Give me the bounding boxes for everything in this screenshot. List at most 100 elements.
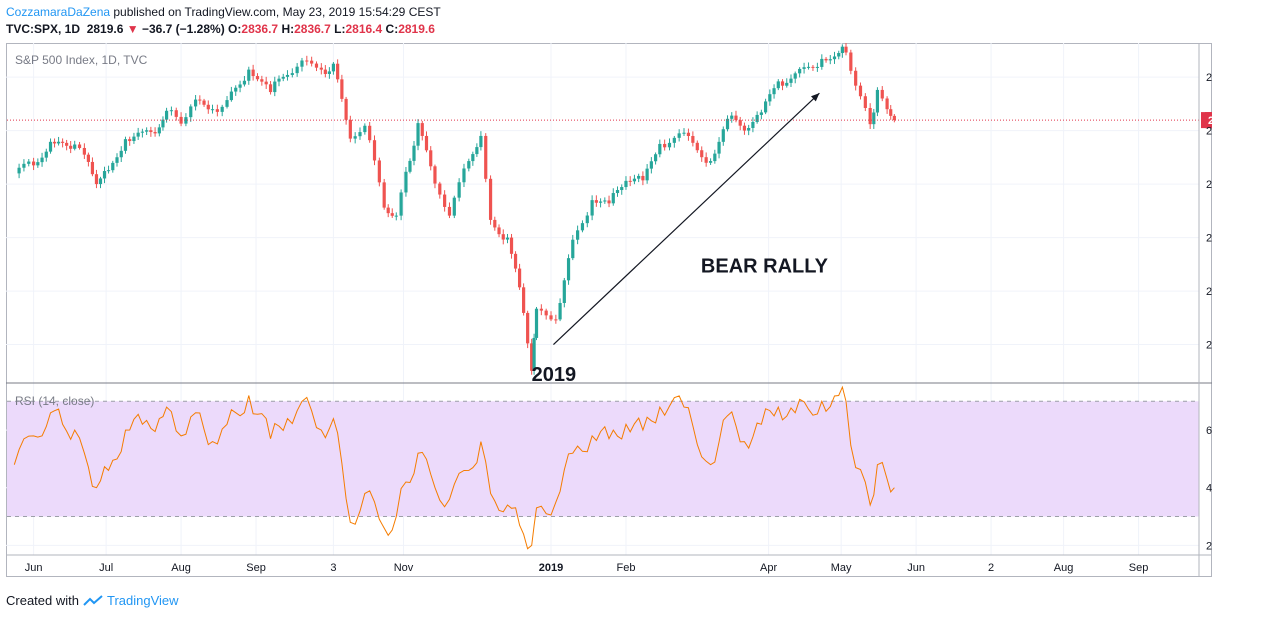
candle-body [164,110,169,120]
candle-body [31,161,36,166]
candle-body [641,175,645,181]
candle-body [889,109,893,116]
candle-body [277,78,281,82]
candle-body [467,161,471,169]
candle-body [832,56,837,60]
candle-body [408,160,412,172]
candle-body [382,182,386,208]
open-value: 2836.7 [241,22,279,36]
candle-body [628,180,632,182]
candle-body [691,136,695,143]
candle-body [471,154,475,162]
x-tick-label: Apr [760,562,777,574]
candle-body [509,237,514,254]
candle-body [447,206,452,216]
candle-body [412,145,416,161]
candle-body [429,150,433,167]
candle-body [36,162,40,166]
candle-body [780,81,785,86]
candle-body [576,230,580,240]
candle-body [849,52,853,71]
candle-body [424,135,429,151]
tradingview-link[interactable]: TradingView [106,593,179,608]
candle-body [210,109,215,111]
candle-body [785,82,789,86]
candle-body [488,178,493,220]
candle-body [789,78,793,83]
year-2019-label: 2019 [532,364,577,386]
candle-body [433,166,437,184]
candle-body [793,73,797,79]
close-label: C: [385,22,399,36]
y-tick-label: 2800.0 [1206,126,1212,138]
candle-body [344,98,348,120]
candle-body [776,81,780,89]
x-tick-label: 3 [330,562,336,574]
candle-body [645,168,649,181]
candle-body [677,133,681,138]
candle-body [704,157,708,163]
candle-body [174,110,178,117]
symbol-label: TVC:SPX, 1D [6,22,81,36]
candle-body [193,99,198,107]
candle-body [386,207,390,214]
candle-body [140,131,144,133]
candle-body [539,308,543,311]
candle-body [730,115,734,119]
candle-body [157,127,161,134]
candle-body [880,89,884,99]
candle-body [875,89,880,113]
candle-body [815,66,819,68]
candle-body [717,141,721,154]
candle-body [721,129,725,142]
tradingview-logo-icon [83,594,103,606]
candle-body [798,68,802,74]
candle-body [649,161,653,169]
candle-body [854,70,858,86]
rsi-y-tick-label: 60.0000 [1206,425,1212,437]
candle-body [438,183,442,195]
candle-body [667,142,672,148]
candle-body [686,132,691,137]
candle-body [554,319,558,321]
candle-body [759,112,763,115]
candle-body [247,69,251,81]
candle-body [858,85,863,97]
candle-body [242,80,247,85]
candle-body [526,312,530,344]
y-tick-label: 2900.0 [1206,72,1212,84]
candle-body [48,141,53,152]
candle-body [844,46,848,53]
candle-body [169,110,174,112]
candle-body [189,106,193,118]
low-value: 2816.4 [345,22,383,36]
candle-body [632,178,637,182]
candle-body [132,136,136,142]
bear-rally-label: BEAR RALLY [701,255,829,277]
candle-body [885,98,889,110]
candle-body [892,115,896,121]
candle-body [40,157,44,163]
author-link[interactable]: CozzamaraDaZena [6,5,111,19]
trend-arrow-head [811,93,820,102]
candle-body [202,100,206,105]
candle-body [206,104,210,110]
candle-body [44,151,48,158]
candle-body [452,197,456,216]
candle-body [285,74,290,77]
candle-body [828,59,832,61]
footer: Created with TradingView [6,593,179,608]
candle-body [611,193,615,204]
x-tick-label: Aug [1054,562,1074,574]
candle-body [562,280,566,304]
candle-body [497,227,501,235]
candle-body [517,268,522,288]
candle-body [580,223,585,231]
candle-body [319,67,323,70]
rsi-y-tick-label: 40.0000 [1206,483,1212,495]
x-tick-label: Jul [99,562,113,574]
publish-info: CozzamaraDaZena published on TradingView… [6,5,441,19]
